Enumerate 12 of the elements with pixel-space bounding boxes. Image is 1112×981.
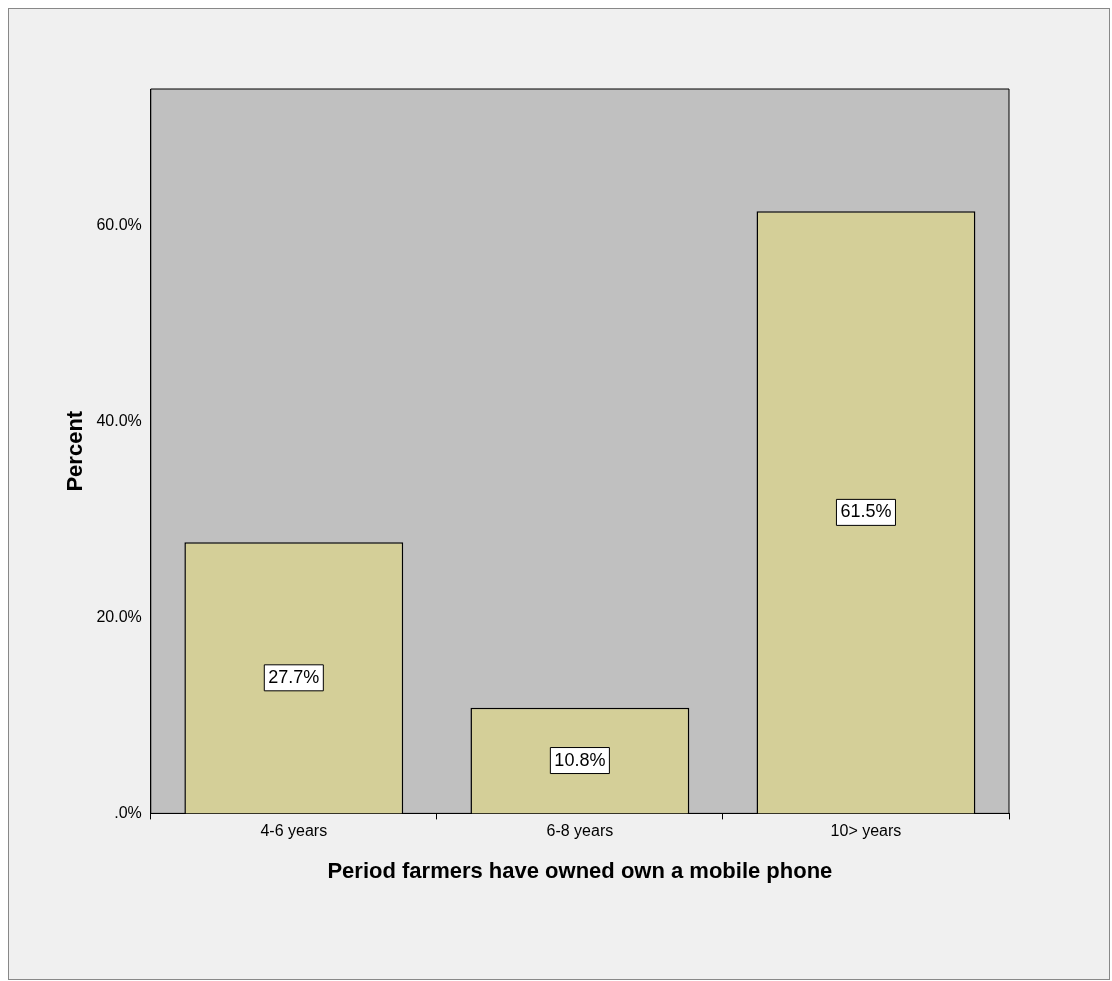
y-tick-label: 60.0% bbox=[96, 216, 142, 234]
x-axis-title: Period farmers have owned own a mobile phone bbox=[327, 857, 833, 883]
x-tick-label: 6-8 years bbox=[546, 822, 614, 840]
y-tick-label: 40.0% bbox=[96, 412, 142, 430]
y-tick-label: 20.0% bbox=[96, 608, 142, 626]
x-tick-label: 4-6 years bbox=[260, 822, 328, 840]
data-label: 61.5% bbox=[840, 501, 892, 522]
x-tick-label: 10> years bbox=[830, 822, 902, 840]
y-tick-label: .0% bbox=[114, 803, 142, 821]
y-axis-title: Percent bbox=[62, 410, 88, 492]
data-label: 27.7% bbox=[268, 666, 320, 687]
data-label: 10.8% bbox=[554, 749, 606, 770]
